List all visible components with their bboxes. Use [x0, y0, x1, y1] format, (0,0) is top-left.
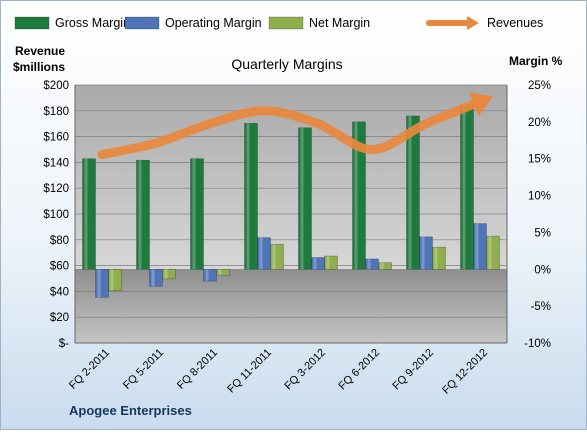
right-axis-ticks: -10% -5% 0% 5% 10% 15% 20% 25% — [524, 80, 551, 350]
bar-net-margin — [378, 262, 392, 270]
left-axis-ticks: $- $20 $40 $60 $80 $100 $120 $140 $160 $180 $200 — [43, 80, 69, 350]
bar-highlight — [421, 236, 425, 270]
bar-operating-margin — [257, 237, 271, 270]
left-tick-label: $80 — [50, 235, 69, 247]
bar-highlight — [192, 158, 196, 270]
left-axis-label-units: $millions — [13, 60, 65, 74]
x-axis-ticks: FQ 2-2011 FQ 5-2011 FQ 8-2011 FQ 11-2011 FQ … — [67, 347, 490, 397]
revenue-arrow-head — [469, 92, 493, 116]
legend: Gross Margin Operating Margin Net Margin Re… — [14, 16, 543, 30]
bar-net-margin — [432, 246, 446, 270]
bar-highlight — [380, 262, 384, 270]
bar-operating-margin — [311, 257, 325, 270]
bar-highlight — [354, 121, 358, 270]
bar-highlight — [326, 256, 330, 270]
bar-highlight — [367, 258, 371, 270]
bar-highlight — [246, 123, 250, 270]
bar-operating-margin — [149, 268, 163, 287]
bar-highlight — [475, 223, 479, 270]
x-tick-label: FQ 8-2011 — [175, 347, 220, 392]
left-tick-label: $140 — [43, 157, 69, 169]
bar-highlight — [138, 160, 142, 270]
left-tick-label: $120 — [43, 183, 69, 195]
bar-highlight — [272, 244, 276, 270]
footer-company: Apogee Enterprises — [69, 403, 192, 418]
bar-highlight — [205, 269, 209, 282]
revenue-line-path — [97, 97, 485, 160]
left-tick-label: $100 — [43, 209, 69, 221]
bar-operating-margin — [419, 236, 433, 270]
bar-gross-margin — [82, 158, 96, 270]
bar-gross-margin — [352, 121, 366, 270]
bar-highlight — [259, 237, 263, 270]
bar-gross-margin — [190, 158, 204, 270]
legend-swatch — [268, 16, 304, 30]
legend-label: Revenues — [487, 16, 543, 30]
legend-swatch — [14, 16, 50, 30]
right-tick-label: 0% — [534, 264, 551, 276]
right-tick-label: 20% — [528, 117, 551, 129]
bar-gross-margin — [244, 123, 258, 270]
bar-net-margin — [486, 235, 500, 270]
chart-title: Quarterly Margins — [231, 56, 342, 72]
right-tick-label: 5% — [534, 227, 551, 239]
bar-net-margin — [270, 243, 284, 270]
bar-highlight — [462, 104, 466, 270]
left-tick-label: $- — [59, 338, 69, 350]
bar-net-margin — [108, 268, 122, 291]
left-tick-label: $20 — [50, 312, 69, 324]
bar-gross-margin — [298, 127, 312, 270]
left-tick-label: $200 — [43, 80, 69, 92]
x-tick-label: FQ 2-2011 — [67, 347, 112, 392]
bar-highlight — [313, 257, 317, 270]
legend-label: Gross Margin — [55, 16, 130, 30]
bar-highlight — [110, 269, 114, 291]
left-tick-label: $40 — [50, 286, 69, 298]
x-tick-label: FQ 6-2012 — [336, 347, 382, 393]
left-tick-label: $160 — [43, 132, 69, 144]
x-tick-label: FQ 9-2012 — [390, 347, 436, 393]
bar-highlight — [97, 269, 101, 298]
x-tick-label: FQ 3-2012 — [282, 347, 328, 393]
bar-net-margin — [216, 268, 230, 276]
right-tick-label: 10% — [528, 191, 551, 203]
bar-gross-margin — [406, 115, 420, 270]
bar-highlight — [408, 115, 412, 270]
bar-net-margin — [324, 255, 338, 270]
legend-swatch — [124, 16, 160, 30]
right-tick-label: 15% — [528, 154, 551, 166]
left-tick-label: $60 — [50, 261, 69, 273]
x-tick-label: FQ 12-2012 — [440, 347, 490, 397]
right-tick-label: -10% — [524, 338, 551, 350]
legend-label: Net Margin — [309, 16, 370, 30]
bar-highlight — [218, 269, 222, 276]
bar-operating-margin — [95, 268, 109, 298]
legend-label: Operating Margin — [165, 16, 262, 30]
bar-highlight — [151, 269, 155, 287]
right-tick-label: -5% — [531, 301, 551, 313]
bar-gross-margin — [136, 159, 150, 270]
x-tick-label: FQ 11-2011 — [225, 347, 274, 396]
left-axis-label: Revenue — [15, 44, 65, 58]
bar-highlight — [300, 127, 304, 270]
bar-operating-margin — [365, 258, 379, 270]
bar-highlight — [84, 158, 88, 270]
bar-highlight — [434, 247, 438, 270]
revenue-line — [97, 92, 493, 160]
right-tick-label: 25% — [528, 80, 551, 92]
bar-operating-margin — [473, 223, 487, 270]
bar-net-margin — [162, 268, 176, 280]
bar-highlight — [488, 236, 492, 270]
bar-highlight — [164, 269, 168, 279]
bars — [82, 104, 500, 298]
right-axis-label: Margin % — [509, 54, 563, 68]
bar-operating-margin — [203, 268, 217, 282]
bar-gross-margin — [460, 104, 474, 270]
left-tick-label: $180 — [43, 106, 69, 118]
legend-arrow-head — [467, 16, 479, 30]
x-tick-label: FQ 5-2011 — [121, 347, 166, 392]
plot-area-lower — [75, 269, 507, 343]
